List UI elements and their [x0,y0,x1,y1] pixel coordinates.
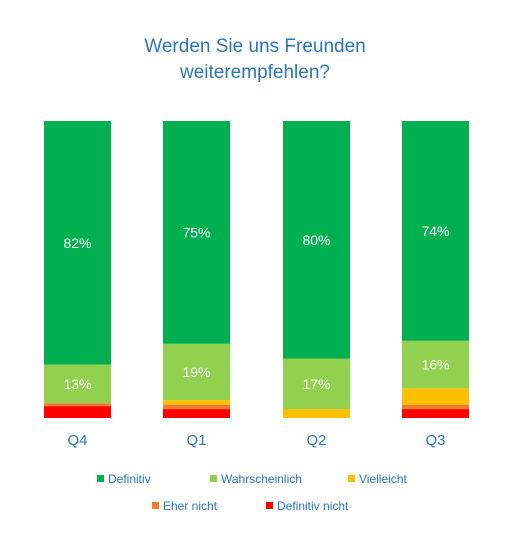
legend-swatch-wahrscheinlich [210,475,217,482]
bar-eher-nicht-q3 [402,404,469,410]
bar-definitiv-q3 [402,121,469,341]
data-label-definitiv-q4: 82% [63,235,91,251]
bar-vielleicht-q2 [283,409,350,418]
bar-wahrscheinlich-q3 [402,340,469,389]
bar-wahrscheinlich-q4 [44,364,111,404]
bar-definitiv-nicht-q1 [163,409,230,418]
bar-wahrscheinlich-q2 [283,358,350,410]
bar-definitiv-q2 [283,121,350,359]
category-labels-group: Q4 Q1 Q2 Q3 [67,432,445,449]
data-label-wahrscheinlich-q1: 19% [182,364,210,380]
chart-title-line-1: Werden Sie uns Freunden [144,36,365,57]
chart-title-line-2: weiterempfehlen? [179,62,330,83]
data-label-definitiv-q1: 75% [182,224,210,240]
legend: Definitiv Wahrscheinlich Vielleicht Eher ni… [97,472,407,513]
bar-definitiv-q1 [163,121,230,344]
bar-vielleicht-q1 [163,400,230,405]
bar-vielleicht-q3 [402,388,469,405]
legend-swatch-definitiv [97,475,104,482]
bar-eher-nicht-q4 [44,403,111,407]
data-label-definitiv-q2: 80% [302,232,330,248]
legend-label-definitiv-nicht: Definitiv nicht [277,499,349,513]
data-labels-group: 13% 82% 19% 75% 17% 80% 16% 74% [63,223,449,392]
data-label-wahrscheinlich-q2: 17% [302,376,330,392]
legend-label-wahrscheinlich: Wahrscheinlich [221,472,302,486]
legend-label-vielleicht: Vielleicht [359,472,407,486]
bar-eher-nicht-q1 [163,404,230,410]
category-label-q2: Q2 [306,432,326,449]
data-label-definitiv-q3: 74% [421,223,449,239]
bar-definitiv-nicht-q4 [44,406,111,418]
legend-swatch-definitiv-nicht [266,502,273,509]
legend-label-eher-nicht: Eher nicht [163,499,218,513]
bar-wahrscheinlich-q1 [163,343,230,401]
data-label-wahrscheinlich-q4: 13% [63,376,91,392]
data-label-wahrscheinlich-q3: 16% [421,357,449,373]
legend-label-definitiv: Definitiv [108,472,151,486]
category-label-q3: Q3 [425,432,445,449]
category-label-q1: Q1 [186,432,206,449]
bars-group [44,121,469,418]
legend-swatch-vielleicht [348,475,355,482]
category-label-q4: Q4 [67,432,87,449]
legend-swatch-eher-nicht [152,502,159,509]
bar-definitiv-nicht-q3 [402,409,469,418]
bar-definitiv-q4 [44,121,111,365]
